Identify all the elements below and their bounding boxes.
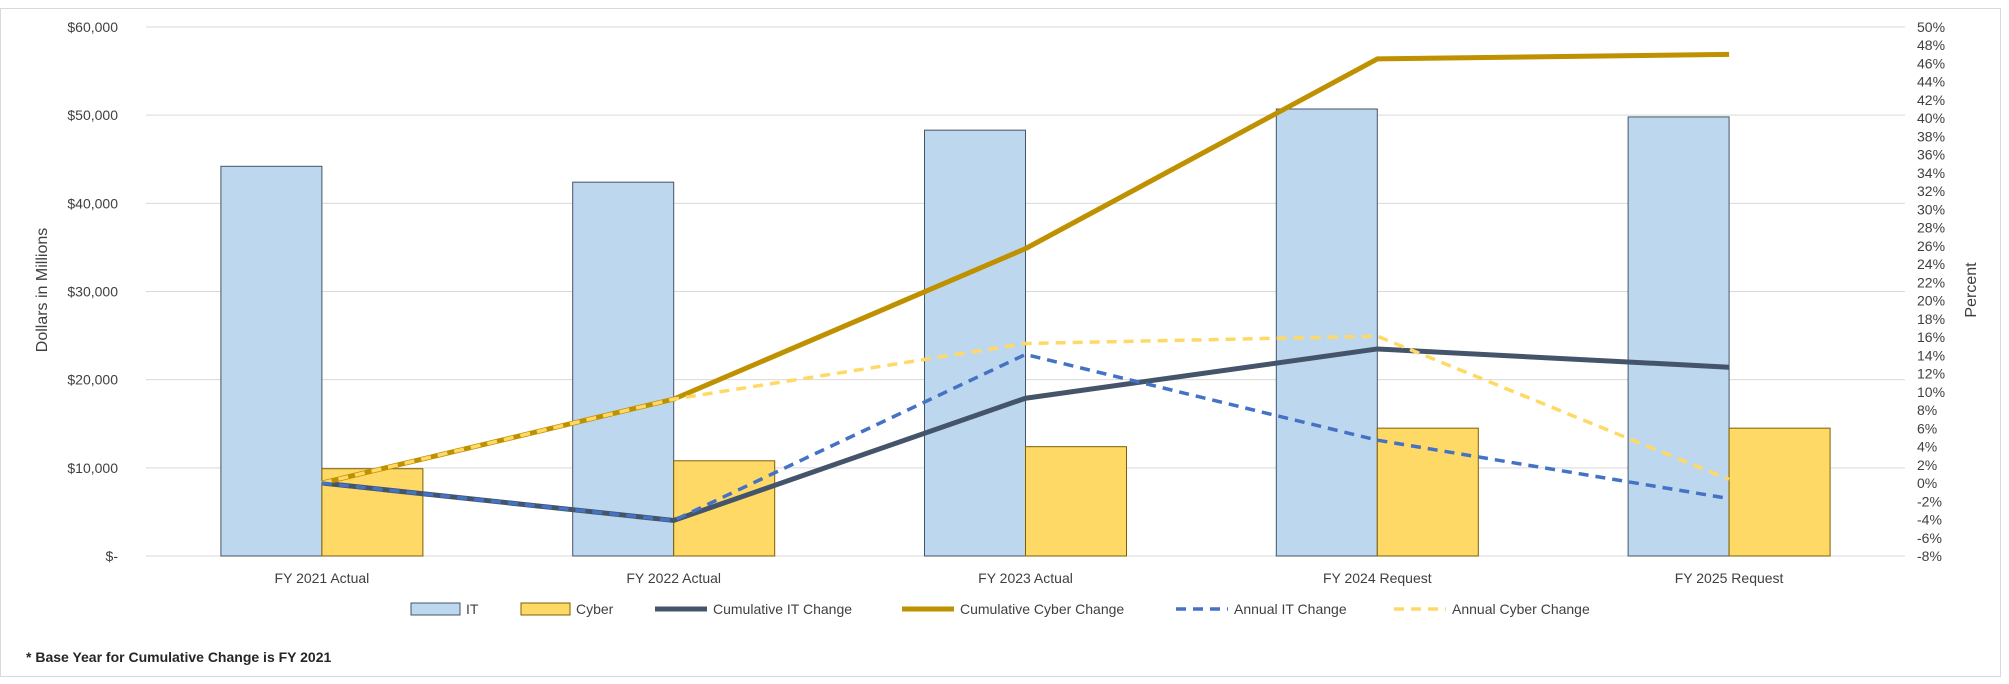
- y-tick-label: $30,000: [67, 284, 118, 300]
- x-category-label: FY 2022 Actual: [626, 570, 721, 586]
- y2-tick-label: 4%: [1917, 439, 1937, 455]
- y2-tick-label: 24%: [1917, 256, 1945, 272]
- y2-tick-label: -6%: [1917, 530, 1942, 546]
- y-tick-label: $60,000: [67, 19, 118, 35]
- y2-tick-label: 22%: [1917, 274, 1945, 290]
- y-tick-label: $40,000: [67, 195, 118, 211]
- y2-tick-label: 42%: [1917, 92, 1945, 108]
- legend-label-cumulative-it-change: Cumulative IT Change: [713, 601, 852, 617]
- y2-tick-label: 38%: [1917, 128, 1945, 144]
- y2-tick-label: 18%: [1917, 311, 1945, 327]
- x-category-label: FY 2025 Request: [1675, 570, 1784, 586]
- legend-swatch-it: [410, 602, 461, 616]
- y2-tick-label: 50%: [1917, 19, 1945, 35]
- y2-tick-label: 46%: [1917, 55, 1945, 71]
- cyber-bar: [1728, 427, 1831, 557]
- y2-tick-label: 16%: [1917, 329, 1945, 345]
- legend-label-it: IT: [466, 601, 479, 617]
- y2-tick-label: 0%: [1917, 475, 1937, 491]
- y2-tick-label: 20%: [1917, 293, 1945, 309]
- y2-tick-label: 30%: [1917, 201, 1945, 217]
- y2-tick-label: 44%: [1917, 74, 1945, 90]
- y2-tick-label: 40%: [1917, 110, 1945, 126]
- y-tick-label: $50,000: [67, 107, 118, 123]
- y2-tick-label: 10%: [1917, 384, 1945, 400]
- y2-tick-label: 48%: [1917, 37, 1945, 53]
- y2-tick-label: -8%: [1917, 548, 1942, 564]
- y2-tick-label: -4%: [1917, 512, 1942, 528]
- y2-tick-label: 32%: [1917, 183, 1945, 199]
- cyber-bar: [673, 460, 776, 557]
- y-axis-title: Dollars in Millions: [34, 228, 51, 352]
- cyber-bar: [1376, 427, 1479, 557]
- it-bar: [1275, 108, 1378, 557]
- y2-tick-label: 26%: [1917, 238, 1945, 254]
- y2-tick-label: 6%: [1917, 420, 1937, 436]
- x-category-label: FY 2023 Actual: [978, 570, 1073, 586]
- it-bar: [1627, 116, 1730, 557]
- y2-tick-label: 14%: [1917, 347, 1945, 363]
- y2-tick-label: 12%: [1917, 366, 1945, 382]
- y2-axis-title: Percent: [1963, 262, 1980, 318]
- y-tick-label: $-: [106, 548, 119, 564]
- cumulative-it-change-line: [321, 346, 1730, 523]
- it-bar: [220, 165, 323, 557]
- legend-label-annual-it-change: Annual IT Change: [1234, 601, 1347, 617]
- y2-tick-label: 28%: [1917, 220, 1945, 236]
- y2-tick-label: -2%: [1917, 493, 1942, 509]
- y2-tick-label: 36%: [1917, 147, 1945, 163]
- legend-label-cumulative-cyber-change: Cumulative Cyber Change: [960, 601, 1124, 617]
- legend-label-annual-cyber-change: Annual Cyber Change: [1452, 601, 1590, 617]
- x-category-label: FY 2024 Request: [1323, 570, 1432, 586]
- y2-tick-label: 8%: [1917, 402, 1937, 418]
- y-tick-label: $10,000: [67, 460, 118, 476]
- x-category-label: FY 2021 Actual: [275, 570, 370, 586]
- y2-tick-label: 2%: [1917, 457, 1937, 473]
- legend: IT Cyber Cumulative IT Change Cumulative Cy…: [410, 601, 1590, 617]
- cyber-bar: [1025, 446, 1127, 557]
- annual-cyber-change-line: [321, 334, 1730, 485]
- legend-swatch-cyber: [520, 602, 571, 616]
- it-bar: [572, 181, 675, 557]
- y-tick-label: $20,000: [67, 372, 118, 388]
- y2-tick-label: 34%: [1917, 165, 1945, 181]
- it-bar: [924, 129, 1026, 557]
- footnote: * Base Year for Cumulative Change is FY …: [26, 649, 332, 665]
- legend-label-cyber: Cyber: [576, 601, 614, 617]
